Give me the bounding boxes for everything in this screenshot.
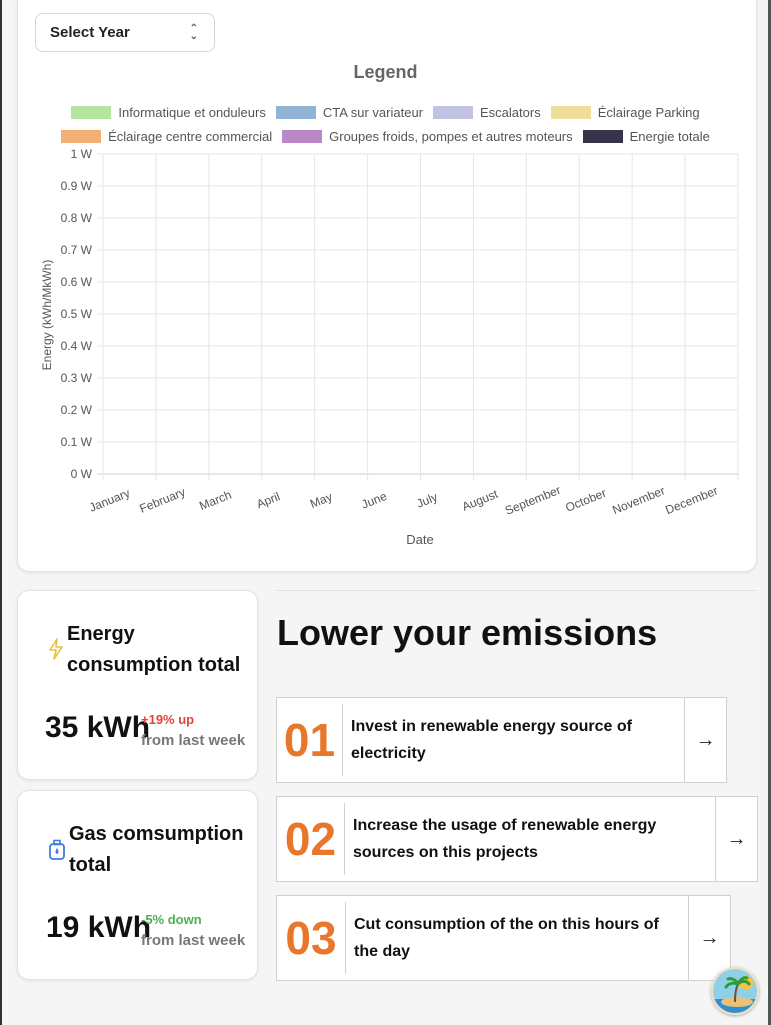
legend-label: Groupes froids, pompes et autres moteurs	[329, 129, 573, 144]
gas-card-change: -5% down	[141, 912, 202, 927]
energy-card-subtext: from last week	[141, 732, 246, 749]
y-tick-label: 0.4 W	[61, 339, 93, 353]
tip-text: Cut consumption of the on this hours of …	[354, 916, 659, 960]
section-divider	[276, 590, 757, 591]
energy-card-value: 35 kWh	[45, 711, 151, 744]
legend-label: Éclairage Parking	[597, 105, 700, 120]
tip-card-2[interactable]: 02 Increase the usage of renewable energ…	[276, 796, 758, 882]
tip-number: 02	[277, 803, 345, 875]
gas-consumption-card: Gas comsumption total 19 kWh -5% down fr…	[17, 790, 258, 980]
legend-label: CTA sur variateur	[322, 105, 424, 120]
legend-swatch	[61, 130, 102, 143]
gas-card-subtext: from last week	[141, 932, 246, 949]
legend-swatch	[282, 130, 323, 143]
legend-swatch	[550, 106, 591, 119]
gas-card-title: Gas comsumption total	[69, 823, 244, 876]
tip-text: Invest in renewable energy source of ele…	[351, 718, 632, 762]
legend-title: Legend	[353, 62, 418, 82]
legend-item[interactable]: Escalators	[433, 105, 541, 120]
scrollbar[interactable]	[768, 0, 771, 1025]
x-tick-label: November	[610, 483, 667, 517]
y-tick-labels: 0 W 0.1 W 0.2 W 0.3 W 0.4 W 0.5 W 0.6 W 0.7 W 0.…	[61, 147, 93, 481]
x-tick-label: July	[414, 490, 439, 511]
legend-label: Éclairage centre commercial	[108, 129, 273, 144]
x-tick-label: August	[460, 487, 501, 514]
gas-canister-icon	[48, 839, 66, 866]
legend-row-1: Informatique et onduleurs CTA sur variat…	[0, 105, 771, 120]
y-tick-label: 0.5 W	[61, 307, 93, 321]
x-tick-label: September	[503, 483, 563, 518]
chart-card	[17, 0, 757, 572]
legend-item[interactable]: Éclairage centre commercial	[61, 129, 272, 144]
x-tick-label: February	[138, 485, 188, 516]
legend-item[interactable]: Groupes froids, pompes et autres moteurs	[282, 129, 573, 144]
chevron-up-down-icon: ⌃ ⌄	[189, 23, 198, 42]
y-tick-label: 0.1 W	[61, 435, 93, 449]
tip-text: Increase the usage of renewable energy s…	[353, 817, 657, 861]
energy-card-change: +19% up	[141, 712, 195, 727]
legend-swatch	[582, 130, 623, 143]
x-tick-label: January	[87, 486, 132, 515]
y-tick-label: 0.7 W	[61, 243, 93, 257]
x-tick-label: October	[563, 486, 608, 515]
energy-chart: 0 W 0.1 W 0.2 W 0.3 W 0.4 W 0.5 W 0.6 W 0.7 W 0.…	[40, 147, 739, 547]
lightning-icon	[48, 638, 64, 665]
arrow-right-icon[interactable]: →	[688, 896, 730, 980]
x-tick-label: March	[197, 488, 233, 513]
arrow-right-icon[interactable]: →	[715, 797, 757, 881]
y-tick-label: 1 W	[71, 147, 93, 161]
x-tick-label: April	[254, 489, 282, 511]
legend-label: Informatique et onduleurs	[118, 105, 266, 120]
tip-card-1[interactable]: 01 Invest in renewable energy source of …	[276, 697, 727, 783]
y-tick-label: 0.6 W	[61, 275, 93, 289]
y-tick-label: 0.3 W	[61, 371, 93, 385]
x-tick-label: June	[359, 489, 389, 512]
island-avatar-icon[interactable]	[711, 967, 759, 1015]
chart-grid	[97, 153, 739, 480]
legend-item[interactable]: Éclairage Parking	[550, 105, 700, 120]
energy-card-title: Energy consumption total	[67, 623, 241, 676]
arrow-right-icon[interactable]: →	[684, 698, 726, 782]
legend-swatch	[71, 106, 112, 119]
legend-label: Escalators	[480, 105, 541, 120]
select-year-dropdown[interactable]: Select Year ⌃ ⌄	[35, 13, 215, 52]
left-window-edge	[0, 0, 2, 1025]
legend-swatch	[275, 106, 316, 119]
y-tick-label: 0.9 W	[61, 179, 93, 193]
x-tick-label: December	[663, 483, 720, 517]
energy-consumption-card: Energy consumption total 35 kWh +19% up …	[17, 590, 258, 780]
legend-item[interactable]: CTA sur variateur	[275, 105, 424, 120]
tip-card-3[interactable]: 03 Cut consumption of the on this hours …	[276, 895, 731, 981]
tip-number: 03	[277, 902, 346, 974]
legend-swatch	[433, 106, 474, 119]
y-tick-label: 0 W	[71, 467, 93, 481]
x-axis-label: Date	[406, 532, 433, 547]
select-year-label: Select Year	[50, 24, 130, 41]
x-tick-labels: January February March April May June July Augu…	[87, 483, 720, 518]
emissions-title: Lower your emissions	[277, 612, 658, 653]
y-axis-label: Energy (kWh/MkWh)	[40, 260, 54, 371]
y-tick-label: 0.2 W	[61, 403, 93, 417]
legend-item[interactable]: Informatique et onduleurs	[71, 105, 266, 120]
legend-row-2: Éclairage centre commercial Groupes froi…	[0, 129, 771, 144]
y-tick-label: 0.8 W	[61, 211, 93, 225]
x-tick-label: May	[308, 490, 334, 511]
tip-number: 01	[277, 704, 343, 776]
gas-card-value: 19 kWh	[46, 911, 152, 944]
legend-item[interactable]: Energie totale	[582, 129, 710, 144]
legend-label: Energie totale	[629, 129, 710, 144]
